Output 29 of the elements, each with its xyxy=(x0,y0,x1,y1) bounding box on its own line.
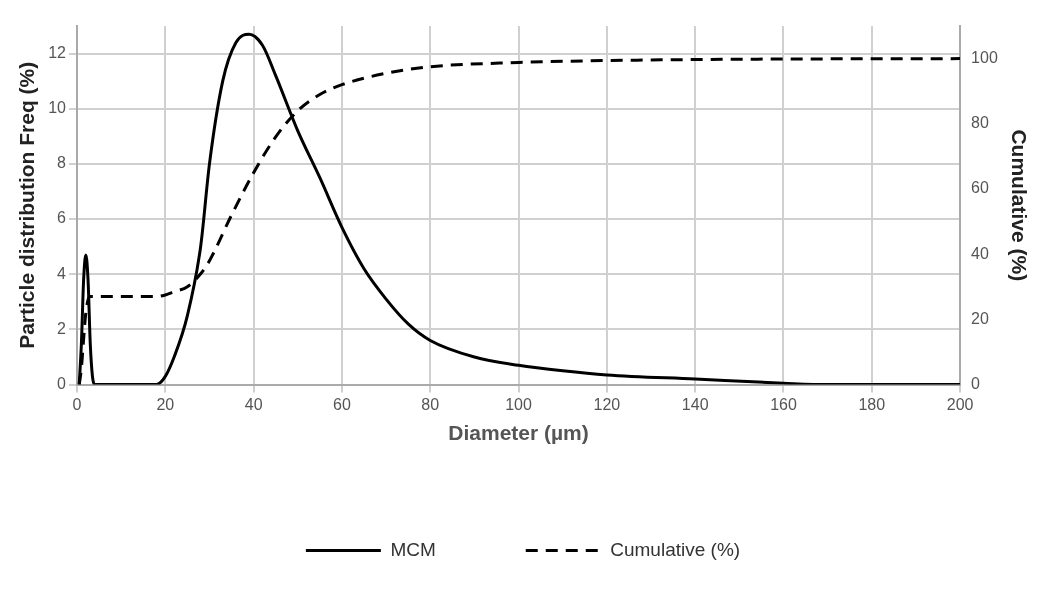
y-tick-label: 6 xyxy=(57,209,67,227)
y-tick-label: 0 xyxy=(57,375,67,393)
x-tick-label: 120 xyxy=(593,395,621,413)
y-axis-title: Particle distribution Freq (%) xyxy=(15,61,39,349)
legend-label: MCM xyxy=(390,538,436,560)
y-tick-label: 8 xyxy=(57,154,67,172)
y-tick-label: 4 xyxy=(57,264,67,282)
x-axis-title: Diameter (µm) xyxy=(448,421,589,445)
y2-tick-label: 40 xyxy=(971,244,989,262)
y2-tick-label: 0 xyxy=(971,375,981,393)
x-tick-label: 80 xyxy=(421,395,440,413)
x-tick-label: 140 xyxy=(681,395,709,413)
x-tick-label: 40 xyxy=(244,395,263,413)
x-tick-label: 60 xyxy=(333,395,351,413)
x-tick-label: 0 xyxy=(72,395,82,413)
y2-tick-label: 80 xyxy=(971,114,989,132)
y2-tick-label: 20 xyxy=(971,309,989,327)
y2-axis-title: Cumulative (%) xyxy=(1007,129,1031,282)
y-tick-label: 2 xyxy=(57,319,67,337)
y2-tick-label: 60 xyxy=(971,179,989,197)
x-tick-label: 20 xyxy=(156,395,175,413)
x-tick-label: 200 xyxy=(946,395,974,413)
legend-label: Cumulative (%) xyxy=(610,538,741,560)
x-tick-label: 180 xyxy=(858,395,886,413)
x-tick-label: 160 xyxy=(770,395,797,413)
y2-tick-label: 100 xyxy=(971,49,998,67)
y-tick-label: 10 xyxy=(48,99,67,117)
x-tick-label: 100 xyxy=(505,395,532,413)
y-tick-label: 12 xyxy=(48,43,67,61)
